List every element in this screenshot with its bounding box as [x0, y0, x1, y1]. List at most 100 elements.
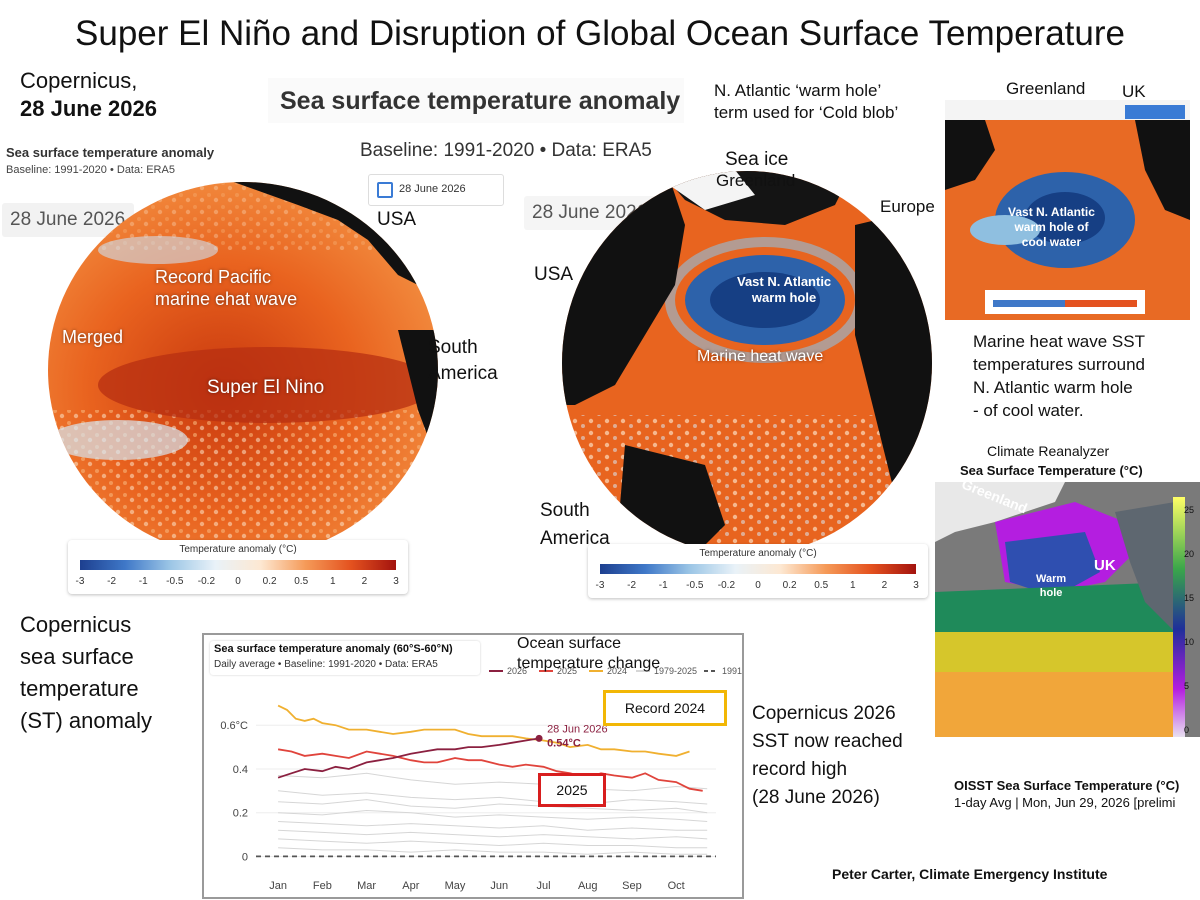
- x-tick-label-jun: Jun: [490, 880, 508, 892]
- center-date-small-picker[interactable]: 28 June 2026: [368, 174, 504, 206]
- calendar-icon: [377, 182, 393, 198]
- x-tick-label-may: May: [445, 880, 466, 892]
- oisst-scale-tick-0: 0: [1184, 725, 1190, 735]
- x-tick-label-feb: Feb: [313, 880, 332, 892]
- callout-record-2024: Record 2024: [603, 690, 727, 726]
- series-line-1979-2025-7: [278, 821, 708, 831]
- left-colorbar-tick-7: 0.5: [294, 576, 309, 587]
- right-top-map-label: Vast N. Atlantic warm hole of cool water: [1008, 205, 1095, 249]
- climate-reanalyzer-source: Climate Reanalyzer: [987, 443, 1110, 459]
- series-line-2024-0: [277, 704, 690, 757]
- center-colorbar-tick-5: 0: [755, 580, 761, 591]
- left-colorbar: Temperature anomaly (°C) -3 -2 -1 -0.5 -0.2 0…: [68, 540, 408, 594]
- center-date-small-label: 28 June 2026: [399, 183, 466, 195]
- left-colorbar-tick-1: -2: [107, 576, 117, 587]
- legend-label-1: 2025: [557, 666, 577, 676]
- center-label-greenland: Greenland: [716, 171, 796, 190]
- center-label-south-america: South America: [540, 500, 610, 549]
- center-colorbar-tick-10: 3: [913, 580, 919, 591]
- series-line-1979-2025-6: [278, 809, 708, 822]
- series-line-1979-2025-10: [278, 847, 708, 855]
- center-colorbar-tick-1: -2: [627, 580, 637, 591]
- series-line-1979-2025-3: [278, 772, 708, 792]
- center-colorbar-title: Temperature anomaly (°C): [699, 548, 817, 559]
- globe-label-merged: Merged: [62, 327, 124, 347]
- left-colorbar-tick-5: 0: [235, 576, 241, 587]
- x-tick-label-oct: Oct: [668, 880, 685, 892]
- right-top-label-greenland: Greenland: [1006, 79, 1086, 98]
- x-tick-label-mar: Mar: [357, 880, 376, 892]
- oisst-scale-ticks: 25 20 15 10 5 0: [1184, 505, 1200, 737]
- center-globe-map: [562, 171, 932, 555]
- globe-label-record-pacific: Record Pacific marine ehat wave: [155, 267, 298, 309]
- series-line-2026-2: [277, 737, 540, 779]
- north-atlantic-anomaly-map: [945, 100, 1190, 320]
- annotation-value-label: 0.54°C: [547, 737, 581, 749]
- center-colorbar-tick-7: 0.5: [814, 580, 829, 591]
- globe-label-warm-hole: Vast N. Atlantic warm hole: [737, 274, 832, 305]
- left-label-usa: USA: [377, 209, 417, 230]
- oisst-scale-tick-25: 25: [1184, 505, 1195, 515]
- annotation-date-label: 28 Jun 2026: [547, 723, 608, 735]
- sst-anomaly-chart: 0 0.2 0.4 0.6°C Jan Feb Mar Apr May Jun Jul Aug Sep O…: [220, 666, 742, 892]
- right-top-caption: Marine heat wave SST temperatures surrou…: [973, 332, 1145, 420]
- legend-label-4: 1991-2020 average: [722, 666, 742, 676]
- center-colorbar-tick-2: -1: [658, 580, 668, 591]
- center-label-usa: USA: [534, 264, 574, 285]
- left-card-title: Sea surface temperature anomaly: [6, 145, 215, 160]
- left-colorbar-title: Temperature anomaly (°C): [179, 544, 297, 555]
- left-colorbar-tick-6: 0.2: [262, 576, 277, 587]
- sst-anomaly-chart-frame: Sea surface temperature anomaly (60°S-60…: [202, 633, 744, 899]
- center-colorbar-tick-9: 2: [881, 580, 888, 591]
- center-colorbar: Temperature anomaly (°C) -3 -2 -1 -0.5 -0.2 0…: [588, 544, 928, 598]
- x-tick-label-jul: Jul: [536, 880, 550, 892]
- page-title: Super El Niño and Disruption of Global O…: [75, 14, 1125, 53]
- left-colorbar-tick-8: 1: [330, 576, 336, 587]
- oisst-map-title: Sea Surface Temperature (°C): [960, 463, 1143, 478]
- left-card-subtitle: Baseline: 1991-2020 • Data: ERA5: [6, 164, 175, 176]
- oisst-scale-tick-15: 15: [1184, 593, 1195, 603]
- oisst-sst-map: [935, 482, 1200, 737]
- center-colorbar-tick-3: -0.5: [686, 580, 704, 591]
- series-line-1979-2025-5: [278, 799, 708, 814]
- chart-subtitle: Daily average • Baseline: 1991-2020 • Da…: [214, 659, 438, 670]
- globe-label-marine-heat-wave: Marine heat wave: [697, 348, 824, 365]
- y-tick-label-1: 0.2: [233, 808, 248, 820]
- center-card-subtitle: Baseline: 1991-2020 • Data: ERA5: [360, 140, 652, 161]
- left-colorbar-tick-0: -3: [75, 576, 85, 587]
- center-colorbar-tick-6: 0.2: [782, 580, 797, 591]
- oisst-label-uk: UK: [1094, 557, 1116, 574]
- oisst-label-warm-hole: Warm hole: [1036, 573, 1067, 599]
- callout-2025: 2025: [538, 773, 606, 807]
- y-tick-label-2: 0.4: [233, 764, 248, 776]
- legend-label-0: 2026: [507, 666, 527, 676]
- right-top-label-uk: UK: [1122, 82, 1146, 101]
- y-tick-label-3: 0.6°C: [220, 720, 248, 732]
- globe-label-super-el-nino: Super El Nino: [207, 377, 325, 398]
- annotation-point: [535, 734, 543, 742]
- left-colorbar-tick-9: 2: [361, 576, 368, 587]
- series-line-2025-1: [277, 748, 703, 792]
- x-tick-label-jan: Jan: [269, 880, 287, 892]
- center-label-europe: Europe: [880, 197, 935, 216]
- series-line-1979-2025-4: [278, 790, 708, 805]
- left-label-south-america: South America: [428, 337, 498, 384]
- center-colorbar-tick-4: -0.2: [717, 580, 736, 591]
- left-colorbar-tick-10: 3: [393, 576, 399, 587]
- chart-header-card: Sea surface temperature anomaly (60°S-60…: [210, 641, 480, 675]
- oisst-scale-tick-20: 20: [1184, 549, 1195, 559]
- center-colorbar-tick-8: 1: [850, 580, 856, 591]
- author-credit: Peter Carter, Climate Emergency Institut…: [832, 866, 1108, 882]
- left-colorbar-tick-2: -1: [138, 576, 148, 587]
- left-colorbar-tick-3: -0.5: [166, 576, 184, 587]
- series-line-1979-2025-8: [278, 829, 708, 840]
- source-label-date: 28 June 2026: [20, 96, 157, 121]
- source-label: Copernicus, 28 June 2026: [20, 68, 157, 122]
- chart-title: Sea surface temperature anomaly (60°S-60…: [214, 643, 453, 655]
- chart-note: Ocean surface temperature change: [517, 635, 661, 672]
- left-card-header: Sea surface temperature anomaly Baseline…: [2, 140, 220, 186]
- center-label-sea-ice: Sea ice: [725, 149, 789, 170]
- oisst-footer-subtitle: 1-day Avg | Mon, Jun 29, 2026 [prelimi: [954, 795, 1176, 810]
- oisst-scale-tick-5: 5: [1184, 681, 1190, 691]
- copernicus-anomaly-label: Copernicus sea surface temperature (ST) …: [20, 612, 153, 733]
